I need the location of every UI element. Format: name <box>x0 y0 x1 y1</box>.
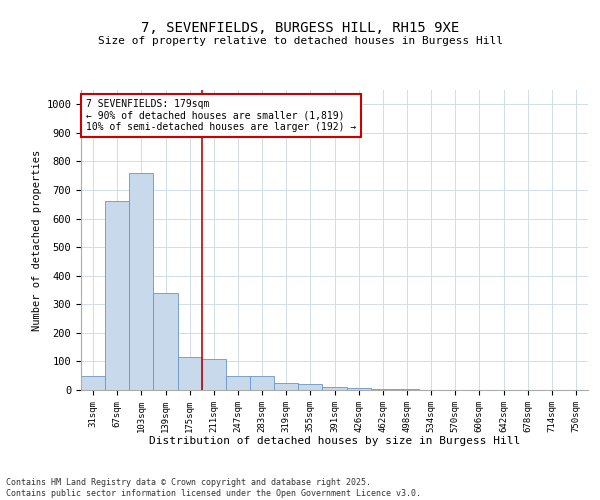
Bar <box>129 173 154 390</box>
X-axis label: Distribution of detached houses by size in Burgess Hill: Distribution of detached houses by size … <box>149 436 520 446</box>
Bar <box>322 386 347 390</box>
Text: 7 SEVENFIELDS: 179sqm
← 90% of detached houses are smaller (1,819)
10% of semi-d: 7 SEVENFIELDS: 179sqm ← 90% of detached … <box>86 99 356 132</box>
Bar <box>347 388 371 390</box>
Text: 7, SEVENFIELDS, BURGESS HILL, RH15 9XE: 7, SEVENFIELDS, BURGESS HILL, RH15 9XE <box>141 20 459 34</box>
Text: Size of property relative to detached houses in Burgess Hill: Size of property relative to detached ho… <box>97 36 503 46</box>
Bar <box>250 376 274 390</box>
Bar <box>105 202 129 390</box>
Bar <box>178 357 202 390</box>
Bar <box>371 388 395 390</box>
Y-axis label: Number of detached properties: Number of detached properties <box>32 150 42 330</box>
Bar <box>202 358 226 390</box>
Bar <box>226 376 250 390</box>
Bar <box>154 293 178 390</box>
Text: Contains HM Land Registry data © Crown copyright and database right 2025.
Contai: Contains HM Land Registry data © Crown c… <box>6 478 421 498</box>
Bar <box>298 384 322 390</box>
Bar <box>274 383 298 390</box>
Bar <box>81 376 105 390</box>
